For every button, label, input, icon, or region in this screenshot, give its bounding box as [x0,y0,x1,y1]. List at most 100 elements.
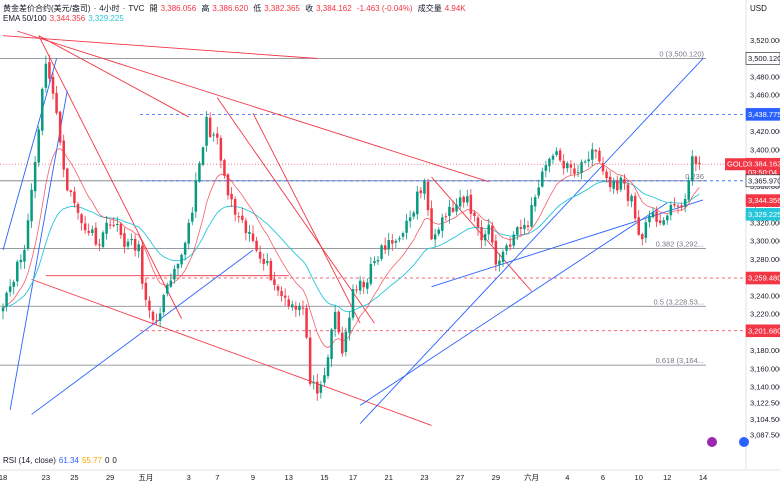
x-tick-label: 29 [106,473,114,482]
candle [158,307,162,328]
candle [419,186,423,199]
candle [423,178,426,200]
candle-body [158,313,162,321]
symbol-name[interactable]: 黄金差价合约(美元/盎司) [3,4,91,13]
candle-body [226,174,230,196]
y-tick-label: 3,420.000 [750,127,780,136]
candle [169,273,173,289]
candle [433,228,437,248]
candle-body [444,216,448,218]
candle [508,237,512,251]
candle [501,249,505,267]
candle-body [587,159,590,162]
candle [473,210,476,222]
candle [108,219,112,230]
candle-body [316,381,319,394]
candle-body [258,251,262,259]
candle [512,231,515,249]
candle [283,288,287,306]
candle-body [480,226,483,241]
candle-body [330,329,333,360]
candle [573,163,576,178]
interval[interactable]: 4小时 [99,4,120,13]
candle [430,200,433,241]
candle-body [251,233,255,241]
price-label-box [745,208,780,221]
candle [62,134,65,178]
rsi-legend[interactable]: RSI (14, close) 61.34 55.77 0 0 [3,456,120,465]
candle-body [555,151,558,156]
candle [408,210,412,228]
y-tick-label: 3,180.000 [750,346,780,355]
symbol-header: 黄金差价合约(美元/盎司) · 4小时 · TVC 開 3,386.056 高 3,386.… [3,4,466,13]
candle [523,217,526,235]
candle [691,150,694,186]
trend-line [359,202,668,406]
candle [583,159,587,164]
candle [305,304,308,340]
candle [566,161,569,173]
candle [258,245,262,264]
candle [98,238,101,252]
x-tick-label: 14 [699,473,707,482]
candle [466,189,469,207]
candle-body [358,280,362,291]
candle-body [298,306,301,311]
candle [80,213,83,231]
candle-body [248,231,251,234]
candle-body [580,162,583,173]
candle-body [601,163,605,172]
candle [333,305,337,337]
candle-body [116,223,119,225]
candle-body [608,176,612,188]
candle [480,220,483,249]
candle [119,221,123,239]
close-value: 3,384.162 [316,4,352,13]
candle [280,286,283,302]
candle-body [441,217,444,231]
candle [162,293,165,316]
rsi-value-2: 55.77 [81,456,102,465]
rsi-value-3: 0 [104,456,110,465]
candle [180,253,183,268]
candle [401,231,405,241]
x-tick-label: 27 [456,473,464,482]
open-value: 3,386.056 [160,4,197,13]
candle-body [123,233,126,247]
candle-body [544,165,548,171]
fib-level-label: 0.5 (3,228.53... [654,297,704,306]
candle [30,183,33,228]
candle [87,223,90,236]
candle-body [473,212,476,216]
candle-body [176,264,180,269]
candle-body [205,116,208,146]
price-label-text: 03:50:04 [748,168,777,177]
candle [151,309,155,325]
y-tick-label: 3,460.000 [750,91,780,100]
ema-legend[interactable]: EMA 50/100 3,344.356 3,329.225 [3,14,127,23]
candle [412,210,415,220]
candle [376,255,380,265]
candle-body [487,224,490,235]
candle-body [591,149,594,160]
candle [94,222,98,247]
candle [358,275,362,295]
candle [66,167,69,192]
candle [44,55,48,93]
trend-line [252,113,361,324]
candle-body [626,184,630,201]
candle-body [208,117,212,137]
candle [276,284,280,297]
x-tick-label: 21 [385,473,393,482]
candle-body [341,332,344,354]
candle [337,309,340,335]
x-tick-label: 12 [663,473,671,482]
candle-body [516,227,519,235]
volume-label: 成交量 [417,4,442,13]
candle [223,158,226,179]
candle-body [16,261,19,282]
candle [380,244,383,262]
candle [33,155,37,199]
candle-body [519,227,523,229]
